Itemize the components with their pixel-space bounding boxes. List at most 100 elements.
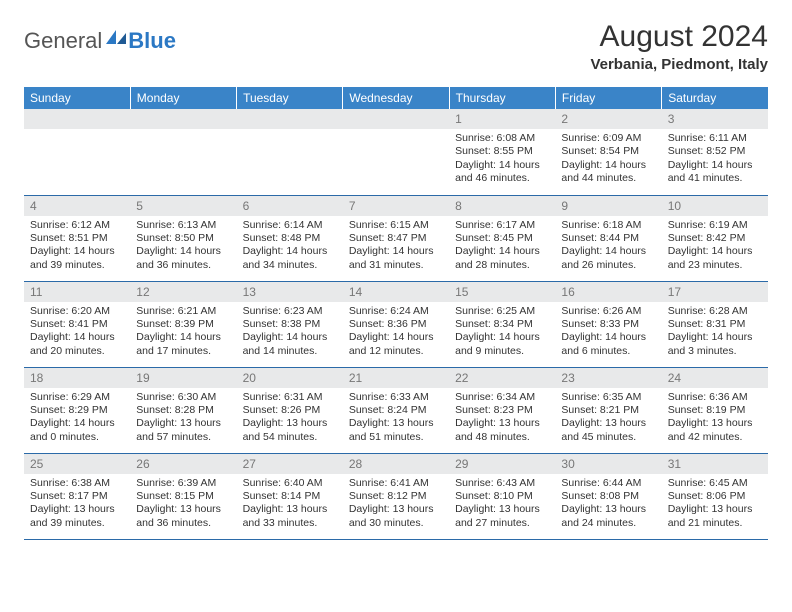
day-body: Sunrise: 6:12 AMSunset: 8:51 PMDaylight:… xyxy=(24,216,130,275)
day-number: 24 xyxy=(662,368,768,388)
calendar-cell: 17Sunrise: 6:28 AMSunset: 8:31 PMDayligh… xyxy=(662,281,768,367)
day-body: Sunrise: 6:19 AMSunset: 8:42 PMDaylight:… xyxy=(662,216,768,275)
daylight-line: Daylight: 14 hours and 26 minutes. xyxy=(561,245,655,272)
calendar-cell xyxy=(237,109,343,195)
sunset-line: Sunset: 8:48 PM xyxy=(243,232,337,245)
calendar-cell: 23Sunrise: 6:35 AMSunset: 8:21 PMDayligh… xyxy=(555,367,661,453)
day-body: Sunrise: 6:23 AMSunset: 8:38 PMDaylight:… xyxy=(237,302,343,361)
sunset-line: Sunset: 8:51 PM xyxy=(30,232,124,245)
calendar-cell: 30Sunrise: 6:44 AMSunset: 8:08 PMDayligh… xyxy=(555,453,661,539)
daylight-line: Daylight: 13 hours and 51 minutes. xyxy=(349,417,443,444)
sunset-line: Sunset: 8:50 PM xyxy=(136,232,230,245)
weekday-header: Saturday xyxy=(662,87,768,109)
day-number: 19 xyxy=(130,368,236,388)
calendar-cell: 11Sunrise: 6:20 AMSunset: 8:41 PMDayligh… xyxy=(24,281,130,367)
logo-sail-icon xyxy=(106,28,128,51)
sunset-line: Sunset: 8:52 PM xyxy=(668,145,762,158)
page-title: August 2024 xyxy=(590,20,768,54)
day-number: 20 xyxy=(237,368,343,388)
day-number: 21 xyxy=(343,368,449,388)
day-body: Sunrise: 6:13 AMSunset: 8:50 PMDaylight:… xyxy=(130,216,236,275)
calendar-cell: 28Sunrise: 6:41 AMSunset: 8:12 PMDayligh… xyxy=(343,453,449,539)
sunrise-line: Sunrise: 6:23 AM xyxy=(243,305,337,318)
day-number: 30 xyxy=(555,454,661,474)
sunrise-line: Sunrise: 6:09 AM xyxy=(561,132,655,145)
sunrise-line: Sunrise: 6:18 AM xyxy=(561,219,655,232)
weekday-header: Monday xyxy=(130,87,236,109)
sunset-line: Sunset: 8:54 PM xyxy=(561,145,655,158)
sunrise-line: Sunrise: 6:13 AM xyxy=(136,219,230,232)
sunrise-line: Sunrise: 6:17 AM xyxy=(455,219,549,232)
day-body: Sunrise: 6:09 AMSunset: 8:54 PMDaylight:… xyxy=(555,129,661,188)
day-body: Sunrise: 6:31 AMSunset: 8:26 PMDaylight:… xyxy=(237,388,343,447)
sunrise-line: Sunrise: 6:43 AM xyxy=(455,477,549,490)
calendar-cell: 7Sunrise: 6:15 AMSunset: 8:47 PMDaylight… xyxy=(343,195,449,281)
daylight-line: Daylight: 14 hours and 14 minutes. xyxy=(243,331,337,358)
calendar-row: 11Sunrise: 6:20 AMSunset: 8:41 PMDayligh… xyxy=(24,281,768,367)
daylight-line: Daylight: 14 hours and 23 minutes. xyxy=(668,245,762,272)
day-number: 18 xyxy=(24,368,130,388)
day-body: Sunrise: 6:15 AMSunset: 8:47 PMDaylight:… xyxy=(343,216,449,275)
logo: General Blue xyxy=(24,28,176,54)
sunrise-line: Sunrise: 6:11 AM xyxy=(668,132,762,145)
sunrise-line: Sunrise: 6:29 AM xyxy=(30,391,124,404)
daylight-line: Daylight: 13 hours and 42 minutes. xyxy=(668,417,762,444)
calendar-cell: 2Sunrise: 6:09 AMSunset: 8:54 PMDaylight… xyxy=(555,109,661,195)
daylight-line: Daylight: 14 hours and 36 minutes. xyxy=(136,245,230,272)
header: General Blue August 2024 Verbania, Piedm… xyxy=(24,20,768,73)
sunrise-line: Sunrise: 6:25 AM xyxy=(455,305,549,318)
daylight-line: Daylight: 13 hours and 48 minutes. xyxy=(455,417,549,444)
day-number: 22 xyxy=(449,368,555,388)
day-number: 11 xyxy=(24,282,130,302)
day-body: Sunrise: 6:33 AMSunset: 8:24 PMDaylight:… xyxy=(343,388,449,447)
sunset-line: Sunset: 8:33 PM xyxy=(561,318,655,331)
sunset-line: Sunset: 8:41 PM xyxy=(30,318,124,331)
calendar-cell: 3Sunrise: 6:11 AMSunset: 8:52 PMDaylight… xyxy=(662,109,768,195)
empty-daynum xyxy=(237,109,343,129)
daylight-line: Daylight: 14 hours and 9 minutes. xyxy=(455,331,549,358)
sunrise-line: Sunrise: 6:39 AM xyxy=(136,477,230,490)
sunrise-line: Sunrise: 6:35 AM xyxy=(561,391,655,404)
daylight-line: Daylight: 14 hours and 28 minutes. xyxy=(455,245,549,272)
sunrise-line: Sunrise: 6:31 AM xyxy=(243,391,337,404)
day-number: 6 xyxy=(237,196,343,216)
daylight-line: Daylight: 14 hours and 46 minutes. xyxy=(455,159,549,186)
empty-daynum xyxy=(24,109,130,129)
sunrise-line: Sunrise: 6:45 AM xyxy=(668,477,762,490)
sunrise-line: Sunrise: 6:44 AM xyxy=(561,477,655,490)
day-number: 2 xyxy=(555,109,661,129)
sunrise-line: Sunrise: 6:28 AM xyxy=(668,305,762,318)
day-body: Sunrise: 6:44 AMSunset: 8:08 PMDaylight:… xyxy=(555,474,661,533)
weekday-header-row: SundayMondayTuesdayWednesdayThursdayFrid… xyxy=(24,87,768,109)
weekday-header: Tuesday xyxy=(237,87,343,109)
calendar-row: 1Sunrise: 6:08 AMSunset: 8:55 PMDaylight… xyxy=(24,109,768,195)
sunrise-line: Sunrise: 6:08 AM xyxy=(455,132,549,145)
calendar-cell: 9Sunrise: 6:18 AMSunset: 8:44 PMDaylight… xyxy=(555,195,661,281)
sunset-line: Sunset: 8:38 PM xyxy=(243,318,337,331)
sunset-line: Sunset: 8:15 PM xyxy=(136,490,230,503)
day-body: Sunrise: 6:26 AMSunset: 8:33 PMDaylight:… xyxy=(555,302,661,361)
weekday-header: Sunday xyxy=(24,87,130,109)
calendar-cell xyxy=(24,109,130,195)
daylight-line: Daylight: 14 hours and 41 minutes. xyxy=(668,159,762,186)
calendar-cell: 6Sunrise: 6:14 AMSunset: 8:48 PMDaylight… xyxy=(237,195,343,281)
day-number: 26 xyxy=(130,454,236,474)
sunset-line: Sunset: 8:55 PM xyxy=(455,145,549,158)
day-number: 5 xyxy=(130,196,236,216)
daylight-line: Daylight: 14 hours and 17 minutes. xyxy=(136,331,230,358)
sunset-line: Sunset: 8:47 PM xyxy=(349,232,443,245)
calendar-cell: 14Sunrise: 6:24 AMSunset: 8:36 PMDayligh… xyxy=(343,281,449,367)
day-body: Sunrise: 6:43 AMSunset: 8:10 PMDaylight:… xyxy=(449,474,555,533)
sunrise-line: Sunrise: 6:40 AM xyxy=(243,477,337,490)
sunset-line: Sunset: 8:12 PM xyxy=(349,490,443,503)
empty-daynum xyxy=(343,109,449,129)
daylight-line: Daylight: 13 hours and 24 minutes. xyxy=(561,503,655,530)
day-number: 29 xyxy=(449,454,555,474)
day-number: 13 xyxy=(237,282,343,302)
sunset-line: Sunset: 8:45 PM xyxy=(455,232,549,245)
sunset-line: Sunset: 8:21 PM xyxy=(561,404,655,417)
day-body: Sunrise: 6:11 AMSunset: 8:52 PMDaylight:… xyxy=(662,129,768,188)
daylight-line: Daylight: 14 hours and 12 minutes. xyxy=(349,331,443,358)
sunset-line: Sunset: 8:06 PM xyxy=(668,490,762,503)
weekday-header: Thursday xyxy=(449,87,555,109)
